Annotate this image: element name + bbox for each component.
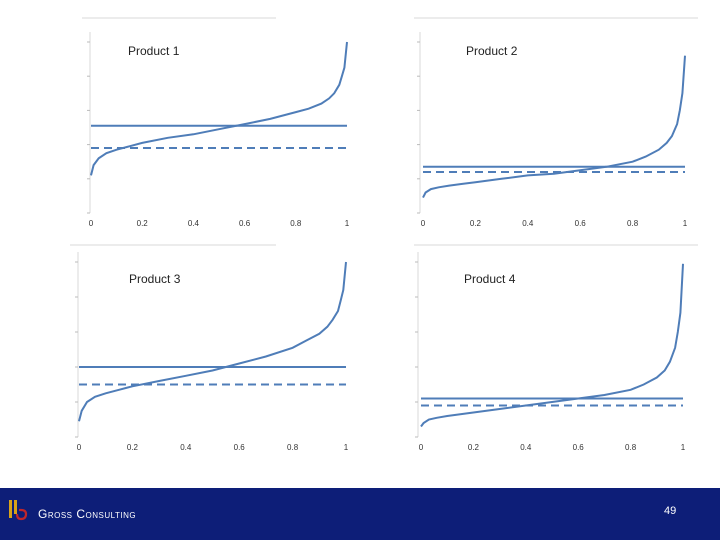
x-tick-label: 0.4 <box>522 219 534 228</box>
charts-area: Product 1 0 0.2 0.4 0.6 0.8 1 Product 2 0 0.2 0… <box>70 17 698 452</box>
x-tick-label: 0.8 <box>625 443 637 452</box>
series-distribution-line <box>420 263 684 428</box>
x-tick-label: 0 <box>421 219 426 228</box>
series-distribution-line <box>422 55 686 199</box>
x-tick-label: 0.6 <box>573 443 585 452</box>
chart-panel-product-4: Product 4 0 0.2 0.4 0.6 0.8 1 <box>414 244 698 452</box>
x-tick-label: 0.2 <box>470 219 482 228</box>
x-tick-label: 0.4 <box>188 219 200 228</box>
series-distribution-line <box>90 41 348 176</box>
footer-bar: Gross Consulting 49 <box>0 488 720 540</box>
x-tick-label: 0 <box>89 219 94 228</box>
x-tick-label: 1 <box>345 219 350 228</box>
gross-consulting-logo-icon <box>9 500 28 521</box>
page-number: 49 <box>664 505 677 517</box>
chart-title: Product 1 <box>128 44 180 58</box>
x-tick-label: 0.8 <box>627 219 639 228</box>
chart-title: Product 4 <box>464 272 516 286</box>
chart-title: Product 2 <box>466 44 518 58</box>
brand-name: Gross Consulting <box>38 507 137 521</box>
x-tick-label: 1 <box>683 219 688 228</box>
x-tick-label: 1 <box>344 443 349 452</box>
x-tick-label: 1 <box>681 443 686 452</box>
x-tick-label: 0.2 <box>468 443 480 452</box>
x-tick-label: 0.8 <box>290 219 302 228</box>
x-tick-label: 0.2 <box>127 443 139 452</box>
x-tick-label: 0 <box>77 443 82 452</box>
chart-title: Product 3 <box>129 272 181 286</box>
chart-panel-product-1: Product 1 0 0.2 0.4 0.6 0.8 1 <box>82 17 350 228</box>
x-tick-label: 0.2 <box>137 219 149 228</box>
x-tick-label: 0.6 <box>575 219 587 228</box>
x-tick-label: 0 <box>419 443 424 452</box>
series-distribution-line <box>78 261 347 422</box>
x-tick-label: 0.6 <box>239 219 251 228</box>
x-tick-label: 0.4 <box>520 443 532 452</box>
chart-panel-product-2: Product 2 0 0.2 0.4 0.6 0.8 1 <box>414 17 698 228</box>
x-tick-label: 0.6 <box>234 443 246 452</box>
x-tick-label: 0.4 <box>180 443 192 452</box>
x-tick-label: 0.8 <box>287 443 299 452</box>
chart-panel-product-3: Product 3 0 0.2 0.4 0.6 0.8 1 <box>70 244 349 452</box>
